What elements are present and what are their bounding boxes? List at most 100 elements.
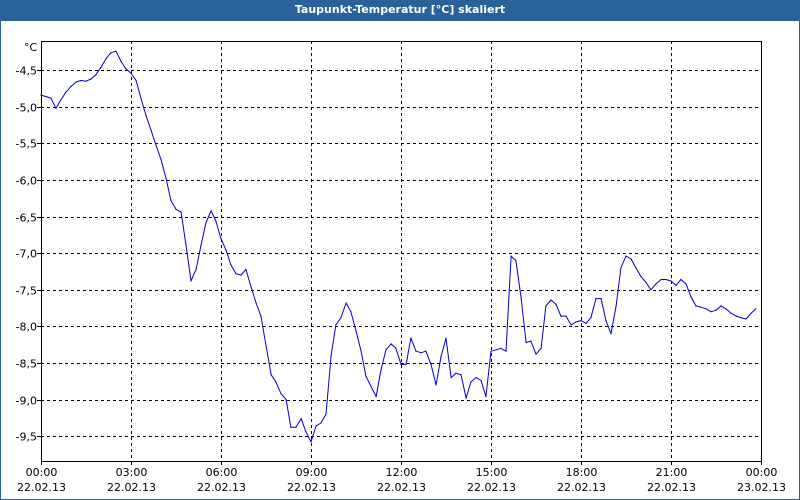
data-point	[580, 319, 582, 322]
data-point	[395, 347, 397, 349]
data-point	[700, 306, 702, 308]
data-point	[425, 350, 427, 352]
data-point	[725, 308, 727, 310]
data-point	[300, 418, 302, 420]
data-point	[720, 305, 722, 307]
data-point	[560, 315, 562, 317]
data-point	[250, 286, 252, 288]
data-point	[605, 319, 607, 322]
x-tick-label-date: 22.02.13	[17, 481, 66, 494]
data-point	[350, 311, 352, 313]
data-point	[735, 315, 737, 317]
data-point	[570, 324, 572, 326]
data-point	[115, 50, 117, 52]
data-point	[520, 296, 522, 298]
data-point	[360, 350, 362, 352]
data-point	[495, 349, 497, 351]
data-point	[470, 381, 472, 383]
line-chart: -4,5 -5,0 -5,5 -6,0 -6,5 -7,0 -7,5 -8,0 -8,5 -9,0…	[16, 41, 786, 494]
data-point	[260, 315, 262, 317]
data-point	[450, 377, 452, 379]
data-point	[345, 302, 347, 304]
y-tick-label: -7,0	[16, 248, 37, 261]
y-tick-label: -5,5	[16, 138, 37, 151]
y-tick-label: -8,0	[16, 321, 37, 334]
data-point	[225, 249, 227, 251]
data-point	[325, 413, 327, 415]
data-point	[460, 374, 462, 376]
y-tick-label: -6,0	[16, 175, 37, 188]
data-point	[730, 312, 732, 314]
data-point	[435, 384, 437, 386]
data-point	[150, 129, 152, 131]
data-point	[180, 211, 182, 213]
chart-frame: -4,5 -5,0 -5,5 -6,0 -6,5 -7,0 -7,5 -8,0 -8,5 -9,0…	[0, 20, 800, 500]
chart-title: Taupunkt-Temperatur [°C] skaliert	[294, 3, 506, 16]
data-point	[170, 199, 172, 202]
data-point	[540, 347, 542, 349]
data-point	[550, 299, 552, 301]
data-point	[680, 278, 682, 281]
data-point	[625, 255, 627, 257]
y-unit-label: °C	[24, 41, 38, 54]
data-point	[330, 355, 332, 357]
data-point	[75, 81, 77, 83]
data-point	[210, 210, 212, 212]
series-line	[40, 50, 757, 443]
data-point	[515, 259, 517, 262]
data-point	[220, 238, 222, 240]
data-point	[355, 330, 357, 332]
data-point	[120, 60, 122, 63]
data-point	[270, 374, 272, 376]
y-tick-label: -4,5	[16, 65, 37, 78]
data-point	[545, 305, 547, 307]
title-bar: Taupunkt-Temperatur [°C] skaliert	[0, 0, 800, 20]
data-point	[185, 243, 187, 245]
x-tick-label-time: 06:00	[206, 466, 238, 479]
data-point	[135, 79, 137, 82]
data-point	[80, 79, 82, 82]
data-point	[690, 296, 692, 298]
data-point	[510, 255, 512, 257]
data-point	[280, 393, 282, 395]
data-point	[245, 268, 247, 270]
data-point	[320, 422, 322, 424]
data-point	[265, 344, 267, 346]
data-point	[405, 363, 407, 365]
data-point	[465, 397, 467, 399]
data-point	[195, 268, 197, 270]
data-point	[590, 317, 592, 319]
data-point	[565, 315, 567, 317]
y-tick-label: -9,5	[16, 431, 37, 444]
data-point	[400, 363, 402, 365]
data-point	[45, 96, 47, 98]
data-point	[365, 375, 367, 377]
data-point	[455, 372, 457, 374]
data-point	[695, 305, 697, 307]
data-point	[40, 94, 42, 96]
data-point	[750, 312, 752, 314]
x-tick-label-time: 18:00	[566, 466, 598, 479]
data-point	[130, 72, 132, 74]
y-tick-label: -6,5	[16, 212, 37, 225]
data-point	[55, 107, 57, 109]
labels: -4,5 -5,0 -5,5 -6,0 -6,5 -7,0 -7,5 -8,0 -8,5 -9,0…	[16, 41, 786, 494]
axes	[37, 41, 762, 465]
data-point	[555, 303, 557, 305]
data-point	[740, 317, 742, 319]
data-point	[90, 78, 92, 80]
data-point	[575, 321, 577, 323]
data-point	[95, 74, 97, 76]
data-point	[585, 322, 587, 324]
data-point	[715, 309, 717, 311]
series-layer	[40, 50, 757, 443]
data-point	[485, 396, 487, 398]
data-point	[335, 324, 337, 326]
x-tick-label-time: 15:00	[476, 466, 508, 479]
x-tick-label-time: 00:00	[746, 466, 778, 479]
data-point	[480, 379, 482, 382]
data-point	[275, 381, 277, 383]
y-tick-label: -8,5	[16, 358, 37, 371]
data-point	[635, 267, 637, 269]
data-point	[685, 283, 687, 285]
